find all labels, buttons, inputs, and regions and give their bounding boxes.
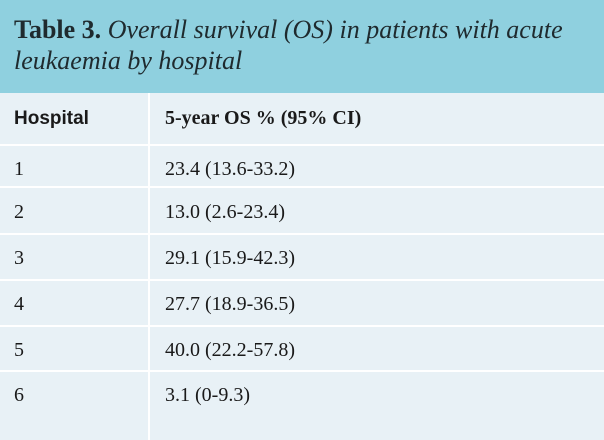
table-title: Overall survival (OS) in patients with a… — [14, 15, 563, 75]
os-cell: 13.0 (2.6-23.4) — [165, 200, 285, 223]
hospital-cell: 3 — [14, 246, 24, 269]
hospital-cell: 5 — [14, 338, 24, 361]
table-row: 3 29.1 (15.9-42.3) — [0, 235, 604, 281]
os-cell: 23.4 (13.6-33.2) — [165, 157, 295, 180]
hospital-cell: 6 — [14, 383, 24, 406]
row-divider — [0, 186, 604, 188]
hospital-cell: 4 — [14, 292, 24, 315]
hospital-cell: 1 — [14, 157, 24, 180]
column-divider — [148, 93, 150, 440]
header-os: 5-year OS % (95% CI) — [165, 107, 362, 129]
table-row: 2 13.0 (2.6-23.4) — [0, 189, 604, 235]
table-row: 5 40.0 (22.2-57.8) — [0, 327, 604, 373]
hospital-cell: 2 — [14, 200, 24, 223]
row-divider — [0, 370, 604, 372]
os-cell: 29.1 (15.9-42.3) — [165, 246, 295, 269]
row-divider — [0, 144, 604, 146]
os-cell: 27.7 (18.9-36.5) — [165, 292, 295, 315]
table-row: 1 23.4 (13.6-33.2) — [0, 146, 604, 192]
row-divider — [0, 233, 604, 235]
table-row: 4 27.7 (18.9-36.5) — [0, 281, 604, 327]
table-row: 6 3.1 (0-9.3) — [0, 372, 604, 418]
table-caption: Table 3. Overall survival (OS) in patien… — [0, 0, 604, 93]
os-cell: 40.0 (22.2-57.8) — [165, 338, 295, 361]
table-header-row: Hospital 5-year OS % (95% CI) — [0, 93, 604, 144]
table-label: Table 3. — [14, 15, 102, 44]
row-divider — [0, 279, 604, 281]
header-hospital: Hospital — [14, 107, 89, 129]
os-cell: 3.1 (0-9.3) — [165, 383, 250, 406]
row-divider — [0, 325, 604, 327]
